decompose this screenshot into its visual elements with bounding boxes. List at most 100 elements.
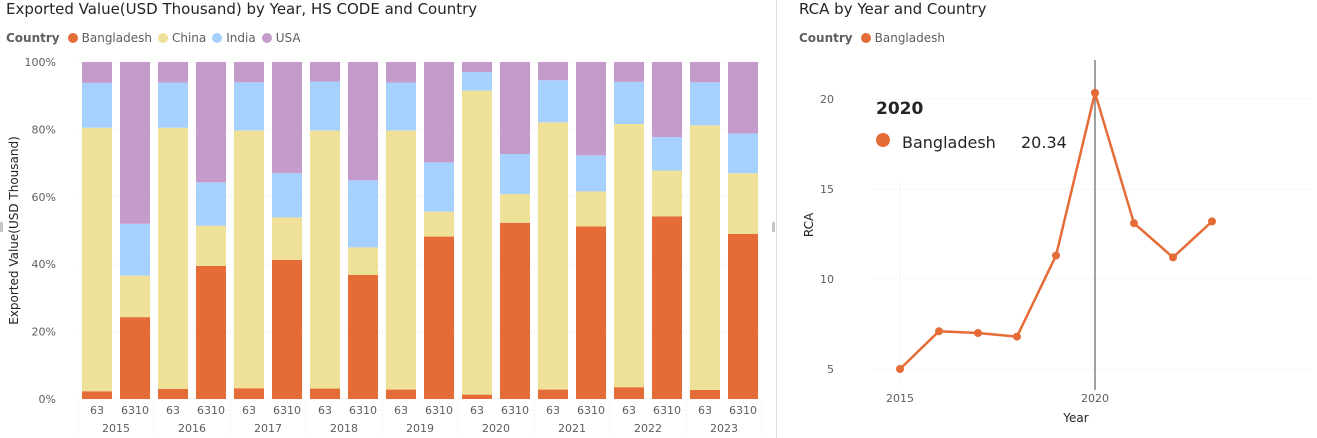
bar-segment-china: [196, 225, 226, 266]
x-tick-label: 6310: [273, 404, 301, 417]
tooltip-value: 20.34: [1021, 133, 1067, 152]
x-tick-label: 63: [166, 404, 180, 417]
bar-segment-usa: [424, 62, 454, 163]
tooltip-year: 2020: [876, 99, 923, 119]
x-group-label: 2020: [482, 422, 510, 435]
y-tick-label: 10: [820, 273, 834, 286]
exported-value-chart: Exported Value(USD Thousand) by Year, HS…: [0, 0, 775, 438]
legend-dot-icon: [860, 33, 871, 43]
x-axis-label: Year: [1062, 411, 1088, 425]
bar-segment-bangladesh: [462, 394, 492, 399]
chart-legend: Country Bangladesh China India USA: [6, 31, 307, 45]
bar-segment-china: [728, 173, 758, 234]
bar-segment-china: [158, 127, 188, 389]
y-tick-label: 100%: [25, 56, 56, 69]
bar-segment-usa: [614, 62, 644, 82]
x-tick-label: 6310: [425, 404, 453, 417]
x-tick-label: 63: [242, 404, 256, 417]
bar-segment-india: [576, 155, 606, 192]
bar-segment-usa: [82, 62, 112, 83]
bar-segment-china: [462, 90, 492, 395]
x-tick-label: 63: [546, 404, 560, 417]
bar-segment-india: [424, 162, 454, 212]
bar-segment-india: [158, 82, 188, 128]
x-tick-label: 63: [90, 404, 104, 417]
bar-segment-bangladesh: [576, 226, 606, 399]
y-tick-label: 80%: [32, 123, 56, 136]
x-group-label: 2018: [330, 422, 358, 435]
bar-segment-china: [386, 130, 416, 390]
x-group-label: 2022: [634, 422, 662, 435]
bar-segment-bangladesh: [82, 391, 112, 399]
data-point: [974, 329, 982, 337]
bar-segment-usa: [500, 62, 530, 155]
bar-segment-india: [386, 82, 416, 131]
chart-title: RCA by Year and Country: [799, 0, 987, 18]
bar-chart-svg: 100% 80% 60% 40% 20% 0% Exported Value(USD Tho…: [7, 56, 763, 438]
bar-segment-india: [310, 81, 340, 131]
x-group-label: 2021: [558, 422, 586, 435]
bar-segment-bangladesh: [234, 388, 264, 399]
x-tick-label: 6310: [121, 404, 149, 417]
bar-segment-india: [82, 82, 112, 128]
x-tick-label: 63: [394, 404, 408, 417]
bar-segment-china: [652, 170, 682, 217]
data-point: [896, 365, 904, 373]
bar-segment-bangladesh: [424, 236, 454, 399]
bar-segment-bangladesh: [614, 387, 644, 399]
y-tick-label: 0%: [39, 393, 56, 406]
bar-segment-bangladesh: [120, 317, 150, 399]
bar-segment-india: [272, 173, 302, 218]
legend-label: China: [171, 31, 207, 45]
resize-handle[interactable]: [0, 222, 3, 232]
x-group-label: 2015: [102, 422, 130, 435]
bar-segment-india: [348, 180, 378, 248]
bar-segment-bangladesh: [348, 274, 378, 399]
data-point: [1052, 251, 1060, 260]
x-tick-label: 63: [470, 404, 484, 417]
bar-segment-china: [500, 194, 530, 223]
x-tick-label: 63: [318, 404, 332, 417]
bar-segment-india: [234, 82, 264, 131]
legend-item-china[interactable]: China: [157, 31, 207, 45]
x-tick-label: 6310: [577, 404, 605, 417]
bar-segment-india: [652, 137, 682, 171]
bar-segment-usa: [348, 62, 378, 181]
x-tick-label: 63: [622, 404, 636, 417]
legend-dot-icon: [261, 33, 272, 43]
x-tick-label: 2015: [886, 392, 914, 405]
legend-item-bangladesh[interactable]: Bangladesh: [860, 31, 945, 45]
legend-dot-icon: [157, 33, 168, 43]
bar-segment-india: [120, 223, 150, 276]
legend-item-india[interactable]: India: [212, 31, 256, 45]
chart-title: Exported Value(USD Thousand) by Year, HS…: [6, 0, 478, 18]
line-chart-svg: 5 10 15 20 2015 2020 Year RCA 2020 Bangladesh 20.3…: [802, 60, 1310, 425]
rca-chart: RCA by Year and Country Country Banglade…: [792, 0, 1317, 438]
panel-divider: [776, 0, 777, 438]
x-tick-label: 6310: [197, 404, 225, 417]
data-point: [1169, 253, 1177, 262]
resize-handle[interactable]: [772, 222, 775, 232]
x-group-label: 2019: [406, 422, 434, 435]
x-tick-label: 6310: [729, 404, 757, 417]
bar-segment-usa: [652, 62, 682, 138]
bar-segment-bangladesh: [310, 388, 340, 399]
tooltip-dot-icon: [876, 133, 890, 147]
bar-segment-usa: [272, 62, 302, 174]
bar-segment-usa: [310, 62, 340, 82]
x-tick-label: 2020: [1081, 392, 1109, 405]
bar-segment-bangladesh: [690, 389, 720, 399]
bar-segment-china: [82, 127, 112, 392]
y-tick-label: 40%: [32, 258, 56, 271]
bar-segment-china: [614, 124, 644, 388]
legend-label: USA: [275, 31, 301, 45]
data-point: [1208, 217, 1216, 226]
legend-item-bangladesh[interactable]: Bangladesh: [67, 31, 152, 45]
x-tick-label: 6310: [501, 404, 529, 417]
y-tick-label: 15: [820, 183, 834, 196]
x-tick-label: 6310: [653, 404, 681, 417]
bar-segment-bangladesh: [652, 216, 682, 399]
legend-dot-icon: [212, 33, 223, 43]
bar-segment-india: [500, 154, 530, 195]
legend-item-usa[interactable]: USA: [261, 31, 301, 45]
